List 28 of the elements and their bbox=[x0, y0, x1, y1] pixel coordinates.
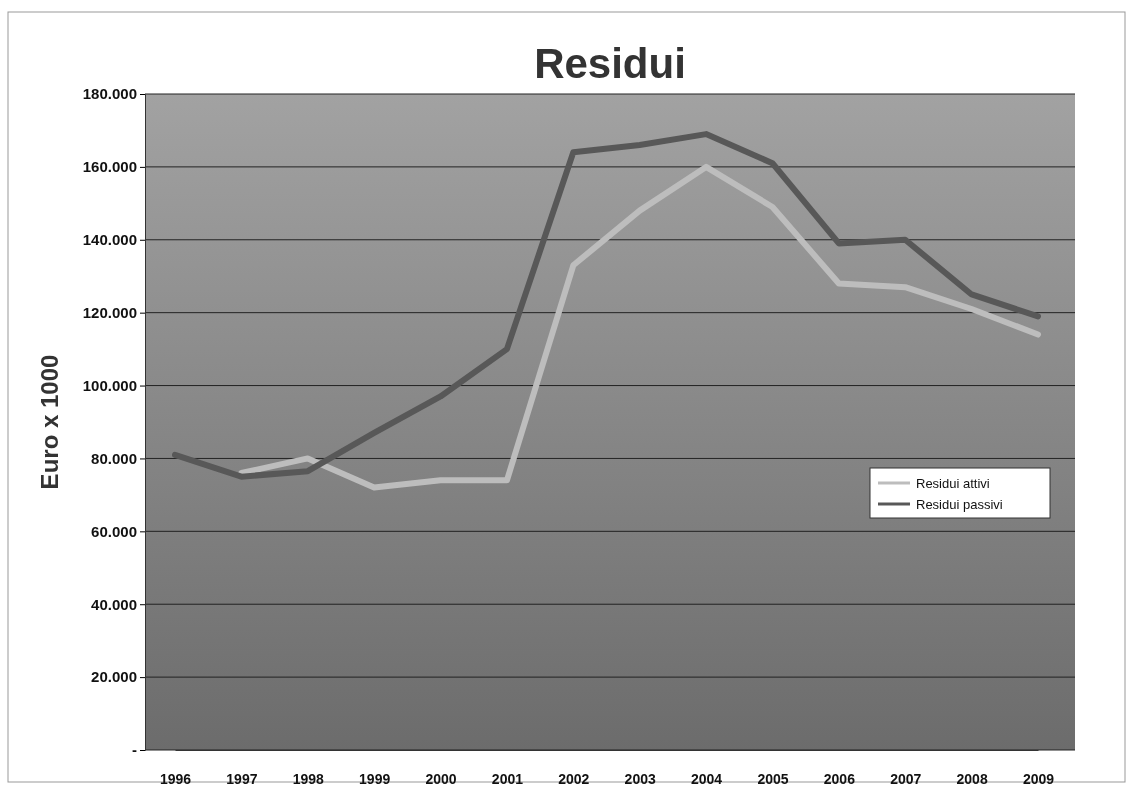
x-tick-label: 2002 bbox=[558, 770, 590, 787]
x-tick-label: 2007 bbox=[890, 770, 922, 787]
x-tick-label: 1998 bbox=[292, 770, 325, 787]
legend-label: Residui passivi bbox=[916, 497, 1003, 512]
x-tick-label: 2004 bbox=[691, 770, 723, 787]
y-tick-label: 80.000 bbox=[91, 449, 137, 467]
x-tick-label: 2000 bbox=[425, 770, 457, 787]
y-tick-label: 100.000 bbox=[82, 376, 137, 394]
y-tick-label: 160.000 bbox=[82, 158, 137, 176]
x-tick-label: 1996 bbox=[159, 770, 192, 787]
x-tick-label: 2009 bbox=[1022, 770, 1055, 787]
chart-title: Residui bbox=[534, 40, 686, 87]
y-tick-label: 120.000 bbox=[82, 303, 137, 321]
x-tick-label: 2008 bbox=[956, 770, 988, 787]
y-tick-label: 140.000 bbox=[82, 231, 137, 249]
x-tick-label: 2005 bbox=[757, 770, 789, 787]
x-tick-label: 2001 bbox=[491, 770, 524, 787]
x-tick-label: 2003 bbox=[624, 770, 656, 787]
y-tick-label: - bbox=[132, 741, 137, 759]
x-tick-label: 1999 bbox=[359, 770, 391, 787]
y-tick-label: 20.000 bbox=[91, 668, 137, 686]
y-axis-title: Euro x 1000 bbox=[36, 354, 63, 490]
x-tick-label: 1997 bbox=[226, 770, 258, 787]
legend-label: Residui attivi bbox=[916, 476, 990, 491]
x-tick-label: 2006 bbox=[823, 770, 856, 787]
y-tick-label: 180.000 bbox=[82, 85, 137, 103]
y-tick-label: 60.000 bbox=[91, 522, 137, 540]
y-tick-label: 40.000 bbox=[91, 595, 137, 613]
